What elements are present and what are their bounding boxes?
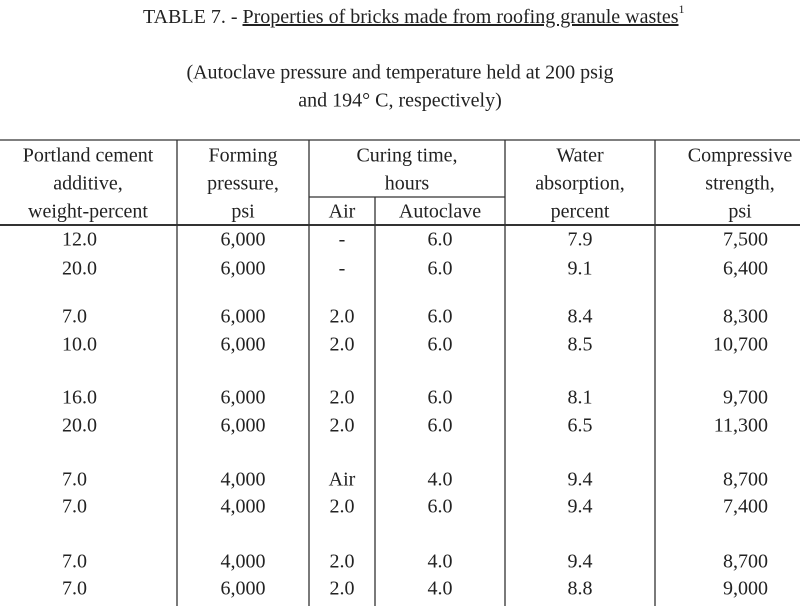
table-cell: 8,700: [723, 551, 768, 573]
table-cell: 9.1: [568, 258, 593, 280]
column-header: pressure,: [207, 173, 279, 195]
table-cell: 7.0: [62, 578, 87, 600]
table-cell: 8.1: [568, 387, 593, 409]
table-cell: 8,300: [723, 306, 768, 328]
table-cell: 16.0: [62, 387, 97, 409]
table-cell: 8.5: [568, 334, 593, 356]
title-text: Properties of bricks made from roofing g…: [243, 6, 679, 28]
table-cell: 7,400: [723, 496, 768, 518]
table-cell: 6,000: [221, 415, 266, 437]
sub-header: Air: [329, 201, 356, 223]
title-label: TABLE 7. -: [143, 6, 243, 28]
column-header: Forming: [209, 145, 278, 167]
subtitle-line: (Autoclave pressure and temperature held…: [186, 62, 613, 84]
table-cell: 4,000: [221, 496, 266, 518]
column-header: psi: [231, 201, 255, 223]
table-cell: 10,700: [713, 334, 768, 356]
table-cell: 2.0: [330, 306, 355, 328]
table-cell: 6,000: [221, 258, 266, 280]
column-header: Water: [556, 145, 604, 167]
table-cell: 9.4: [568, 551, 593, 573]
table-cell: 7.0: [62, 469, 87, 491]
table-cell: 7.0: [62, 306, 87, 328]
table-cell: 7.0: [62, 551, 87, 573]
table-cell: 11,300: [714, 415, 768, 437]
table-cell: Air: [329, 469, 356, 491]
table-cell: 4,000: [221, 551, 266, 573]
sub-header: Autoclave: [399, 201, 481, 223]
column-header: additive,: [53, 173, 122, 195]
table-cell: 7.9: [568, 229, 593, 251]
column-header: psi: [728, 201, 752, 223]
table-cell: 8,700: [723, 469, 768, 491]
column-header: weight-percent: [28, 201, 148, 223]
table-cell: 6.0: [428, 496, 453, 518]
table-cell: 6,400: [723, 258, 768, 280]
table-cell: -: [339, 258, 346, 280]
column-header: Portland cement: [23, 145, 154, 167]
column-header: absorption,: [535, 173, 624, 195]
table-cell: 2.0: [330, 334, 355, 356]
table-cell: 6.0: [428, 306, 453, 328]
table-title: TABLE 7. - Properties of bricks made fro…: [143, 2, 685, 28]
column-header: Curing time,: [356, 145, 457, 167]
table-rules: [0, 139, 800, 606]
table-cell: 7,500: [723, 229, 768, 251]
table-cell: 6.5: [568, 415, 593, 437]
table-cell: 6.0: [428, 415, 453, 437]
table-cell: 9,000: [723, 578, 768, 600]
table-cell: 9,700: [723, 387, 768, 409]
table-cell: 2.0: [330, 551, 355, 573]
table-cell: 6.0: [428, 229, 453, 251]
table-cell: 6,000: [221, 229, 266, 251]
table-cell: 7.0: [62, 496, 87, 518]
subtitle-line: and 194° C, respectively): [298, 90, 502, 112]
table-cell: -: [339, 229, 346, 251]
column-header: Compressive: [688, 145, 793, 167]
table-cell: 6.0: [428, 258, 453, 280]
table-cell: 4.0: [428, 578, 453, 600]
table-cell: 6,000: [221, 334, 266, 356]
table-cell: 4,000: [221, 469, 266, 491]
table-cell: 8.4: [568, 306, 593, 328]
table-cell: 2.0: [330, 578, 355, 600]
table-cell: 2.0: [330, 387, 355, 409]
table-cell: 20.0: [62, 415, 97, 437]
table-cell: 6,000: [221, 387, 266, 409]
footnote-mark: 1: [679, 2, 685, 16]
table-cell: 8.8: [568, 578, 593, 600]
column-header: percent: [551, 201, 610, 223]
table-cell: 2.0: [330, 415, 355, 437]
column-header: hours: [385, 173, 430, 195]
table-cell: 4.0: [428, 469, 453, 491]
table-cell: 12.0: [62, 229, 97, 251]
table-cell: 10.0: [62, 334, 97, 356]
table-cell: 6.0: [428, 387, 453, 409]
column-header: strength,: [705, 173, 774, 195]
table-cell: 6.0: [428, 334, 453, 356]
table-cell: 2.0: [330, 496, 355, 518]
table-cell: 4.0: [428, 551, 453, 573]
table-cell: 6,000: [221, 578, 266, 600]
table-cell: 9.4: [568, 469, 593, 491]
table-cell: 20.0: [62, 258, 97, 280]
table-cell: 9.4: [568, 496, 593, 518]
table-cell: 6,000: [221, 306, 266, 328]
